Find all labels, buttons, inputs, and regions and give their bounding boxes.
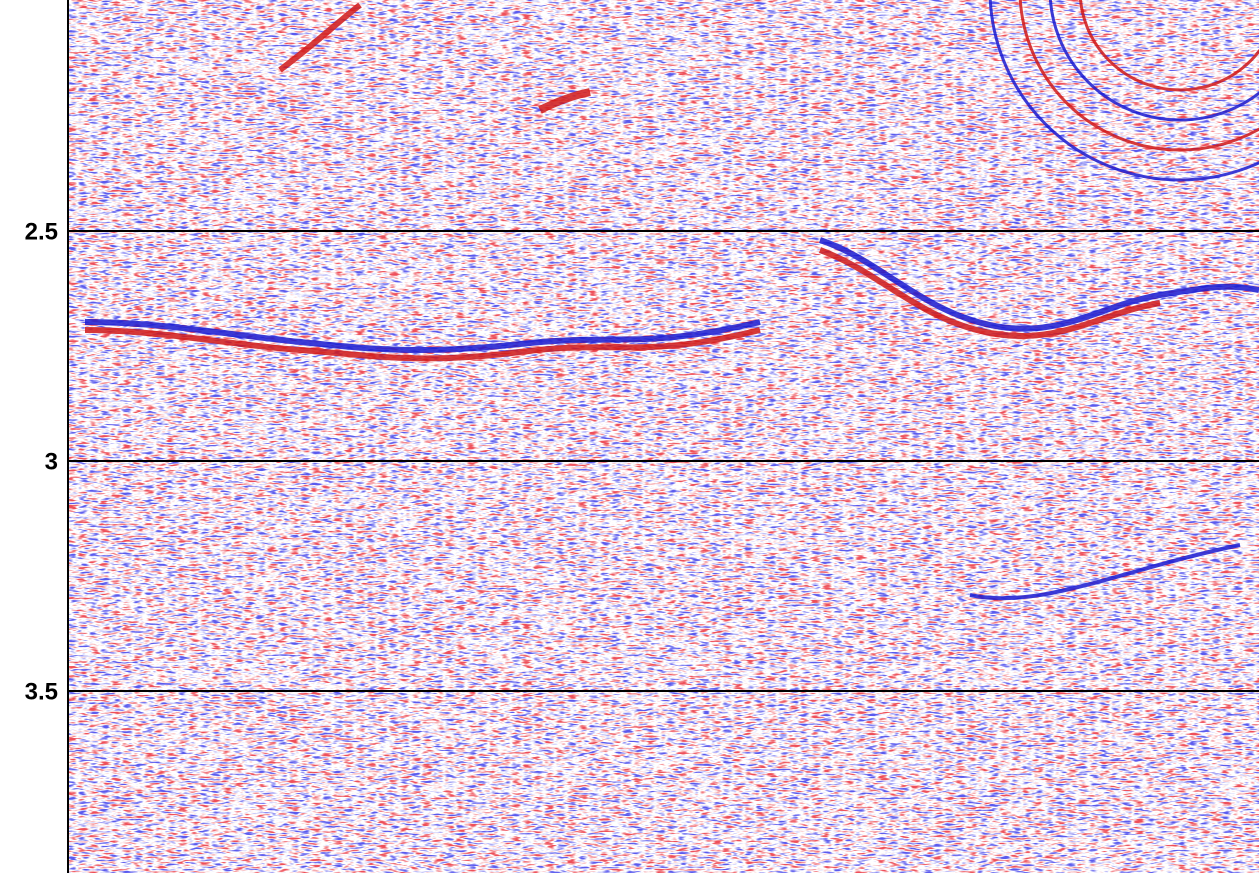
seismic-section — [68, 0, 1259, 873]
y-tick-label: 3.5 — [25, 678, 58, 705]
y-tick-label: 3 — [45, 448, 58, 475]
y-tick-label: 2.5 — [25, 218, 58, 245]
